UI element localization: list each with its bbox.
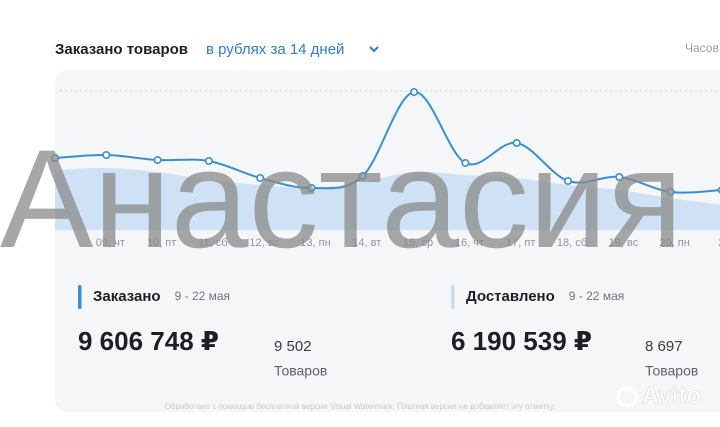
point bbox=[358, 172, 367, 181]
x-tick-label: 19, вс bbox=[609, 237, 639, 249]
x-tick-label: 10, пт bbox=[147, 237, 176, 249]
legend-label: Доставлено bbox=[466, 288, 555, 305]
x-tick-label: 09, чт bbox=[96, 237, 125, 249]
point bbox=[512, 139, 521, 148]
watermark-notice: Обработано с помощью бесплатной версии V… bbox=[165, 402, 556, 411]
point bbox=[256, 174, 265, 183]
point bbox=[666, 188, 675, 197]
legend-bar bbox=[78, 285, 82, 309]
count: 9 502 bbox=[274, 338, 312, 355]
title: Заказано товаров bbox=[55, 41, 188, 58]
x-tick-label: 16, чт bbox=[455, 237, 484, 249]
x-tick-label: 13, пн bbox=[300, 237, 330, 249]
point bbox=[410, 88, 419, 97]
x-tick-label: 15, ср bbox=[403, 237, 433, 249]
amount: 9 606 748 ₽ bbox=[78, 326, 219, 356]
x-tick-label: 21, bbox=[718, 237, 720, 249]
x-tick-label: 12, вс bbox=[249, 237, 279, 249]
point bbox=[204, 157, 213, 166]
count-label: Товаров bbox=[645, 363, 698, 379]
watermark: Анастасия bbox=[0, 120, 683, 277]
x-tick-label: 17, пт bbox=[506, 237, 535, 249]
point bbox=[153, 156, 162, 165]
amount: 6 190 539 ₽ bbox=[451, 326, 592, 356]
point bbox=[102, 151, 111, 160]
point bbox=[615, 173, 624, 182]
period: 9 - 22 мая bbox=[569, 289, 624, 303]
area bbox=[55, 167, 720, 230]
brand: Avito bbox=[642, 382, 701, 409]
legend-label: Заказано bbox=[93, 288, 161, 305]
point bbox=[307, 184, 316, 193]
count-label: Товаров bbox=[274, 363, 327, 379]
line bbox=[54, 91, 720, 194]
x-tick-label: 14, вт bbox=[352, 237, 381, 249]
x-tick-label: 18, сб bbox=[557, 237, 587, 249]
brand-icon bbox=[616, 386, 638, 408]
x-tick-label: 20, пн bbox=[659, 237, 689, 249]
point bbox=[563, 177, 572, 186]
x-tick-label: 11, сб bbox=[198, 237, 227, 249]
filter[interactable]: в рублях за 14 дней bbox=[206, 41, 344, 58]
count: 8 697 bbox=[645, 338, 683, 355]
card bbox=[55, 70, 720, 412]
chevron[interactable] bbox=[369, 46, 379, 53]
period: 9 - 22 мая bbox=[175, 289, 230, 303]
point bbox=[461, 159, 470, 168]
point bbox=[50, 154, 59, 163]
right-label[interactable]: Часов bbox=[685, 41, 719, 55]
legend-bar bbox=[451, 285, 455, 309]
